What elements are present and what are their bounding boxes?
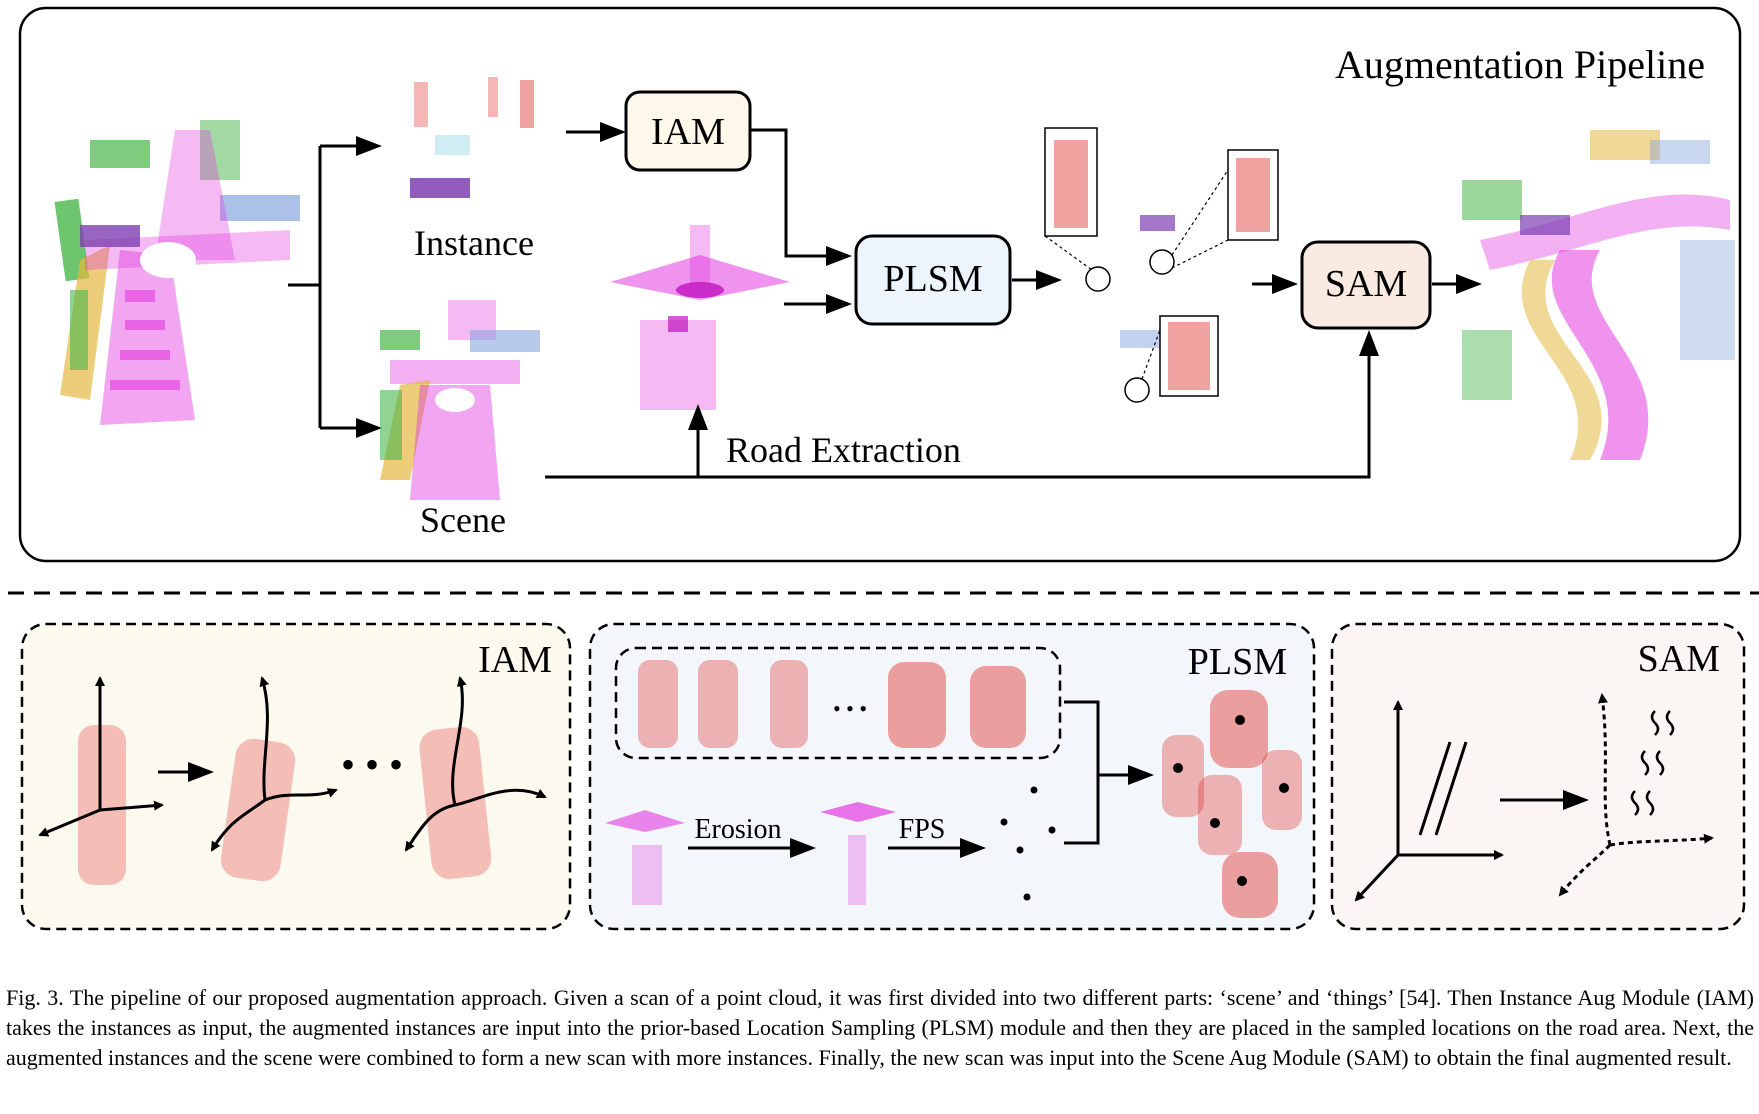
iam-panel (20, 622, 572, 931)
instance-pointcloud (410, 77, 534, 198)
plsm-instance-ellipsis: • • • (833, 696, 867, 721)
iam-panel-title: IAM (478, 639, 552, 681)
sam-box (1300, 240, 1432, 330)
iam-box-label: IAM (651, 111, 725, 153)
plsm-instance-group (614, 646, 1062, 760)
sam-original-axes (1354, 700, 1504, 902)
plsm-placed-result (1162, 690, 1302, 918)
sam-transformed-axes (1558, 693, 1714, 897)
plsm-panel-title: PLSM (1188, 641, 1287, 683)
plsm-eroded-road (820, 802, 896, 905)
fps-sampled-points (1000, 786, 1056, 901)
fps-label: FPS (899, 814, 946, 845)
iam-ellipsis: • • • (341, 742, 403, 787)
plsm-panel (588, 622, 1316, 931)
plsm-box (854, 234, 1012, 326)
pipeline-figure: Augmentation Pipeline Instance (8, 6, 1759, 931)
sam-panel-title: SAM (1638, 638, 1720, 680)
road-extraction-connector (545, 330, 1379, 479)
plsm-box-label: PLSM (883, 258, 982, 300)
erosion-label: Erosion (694, 814, 781, 845)
input-scan-pointcloud (54, 120, 300, 425)
sam-panel (1330, 622, 1746, 931)
output-scan-pointcloud (1462, 130, 1735, 460)
road-pointcloud (610, 225, 790, 410)
placed-instances (1044, 127, 1279, 403)
sam-box-label: SAM (1325, 263, 1407, 305)
road-extraction-label: Road Extraction (726, 430, 961, 470)
pipeline-title: Augmentation Pipeline (1335, 42, 1705, 87)
plsm-instances (638, 660, 1026, 748)
plsm-road (605, 810, 685, 905)
iam-instance-transformed-n (404, 676, 547, 879)
scene-pointcloud (380, 300, 540, 500)
iam-instance-original (38, 676, 164, 885)
instance-label: Instance (414, 223, 534, 263)
plsm-merge-bracket (1064, 700, 1100, 845)
arrow-iam-to-plsm (750, 128, 852, 266)
iam-instance-transformed-1 (210, 676, 338, 882)
scene-label: Scene (420, 500, 506, 540)
figure-caption: Fig. 3. The pipeline of our proposed aug… (6, 985, 1754, 1070)
